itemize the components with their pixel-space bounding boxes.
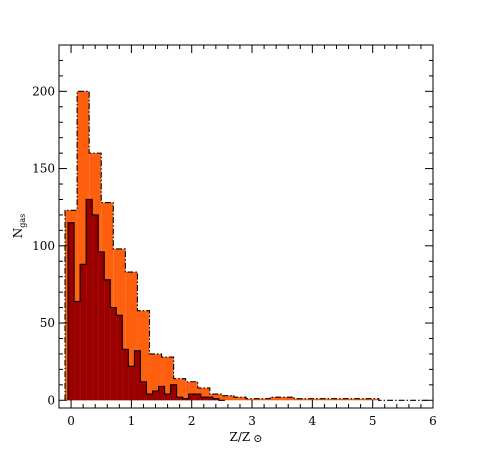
histogram-bar-subset (74, 301, 81, 401)
y-tick-label: 150 (32, 162, 55, 176)
histogram-bar-all (270, 397, 283, 401)
histogram-bar-subset (140, 381, 147, 401)
histogram-bar-subset (158, 386, 165, 401)
histogram-bar-subset (194, 394, 201, 401)
histogram-bar-all (342, 398, 355, 401)
histogram-bar-all (233, 397, 246, 401)
histogram-bar-all (282, 397, 295, 401)
histogram-bar-subset (98, 251, 105, 401)
histogram-bar-all (354, 398, 367, 401)
histogram-bar-subset (116, 315, 123, 401)
y-axis-title: Ngas (11, 214, 27, 239)
histogram-bar-subset (176, 397, 183, 401)
histogram-bar-subset (152, 391, 159, 401)
histogram-bar-all (221, 395, 234, 401)
histogram-bar-subset (92, 214, 99, 401)
histogram-bar-subset (212, 398, 219, 401)
histogram-bar-subset (104, 279, 111, 401)
y-tick-label: 50 (40, 316, 55, 330)
histogram-bar-subset (146, 394, 153, 401)
histogram-bar-subset (188, 394, 195, 401)
histogram-bar-subset (80, 264, 87, 401)
histogram-bar-subset (170, 384, 177, 401)
x-axis-title: Z/Z ⊙ (230, 430, 263, 445)
histogram-bar-subset (200, 397, 207, 401)
x-tick-label: 0 (67, 414, 75, 428)
histogram-bar-all (306, 398, 319, 401)
x-tick-labels: 0 1 2 3 4 5 6 (67, 414, 437, 428)
histogram-bar-subset (68, 222, 75, 401)
histogram-bar-all (294, 398, 307, 401)
histogram-bar-subset (110, 307, 117, 401)
histogram-bar-all (318, 398, 331, 401)
y-tick-label: 0 (47, 393, 55, 407)
histogram-outline-all (64, 90, 427, 401)
plot-frame (58, 44, 434, 409)
x-tick-label: 6 (429, 414, 437, 428)
x-tick-label: 3 (248, 414, 256, 428)
y-tick-label: 200 (32, 84, 55, 98)
histogram-bar-subset (86, 199, 93, 401)
x-tick-label: 4 (309, 414, 317, 428)
y-tick-labels: 0 50 100 150 200 (32, 84, 55, 407)
histogram-bar-subset (122, 349, 129, 401)
histogram-bar-all (246, 398, 259, 401)
histogram-outline-subset (67, 198, 225, 401)
histogram-bar-all (366, 398, 379, 401)
histogram-bar-all (330, 398, 343, 401)
histogram-bar-all (258, 398, 271, 401)
histogram-subset (67, 198, 225, 401)
x-tick-label: 1 (128, 414, 136, 428)
histogram-bar-subset (206, 397, 213, 401)
x-tick-label: 2 (188, 414, 196, 428)
x-tick-label: 5 (369, 414, 377, 428)
histogram-bar-subset (128, 366, 135, 401)
histogram-bar-subset (182, 398, 189, 401)
histogram-bar-subset (164, 394, 171, 401)
y-tick-label: 100 (32, 239, 55, 253)
histogram-bar-all (209, 394, 222, 401)
axis-ticks (58, 44, 434, 408)
histogram-bar-subset (134, 350, 141, 401)
